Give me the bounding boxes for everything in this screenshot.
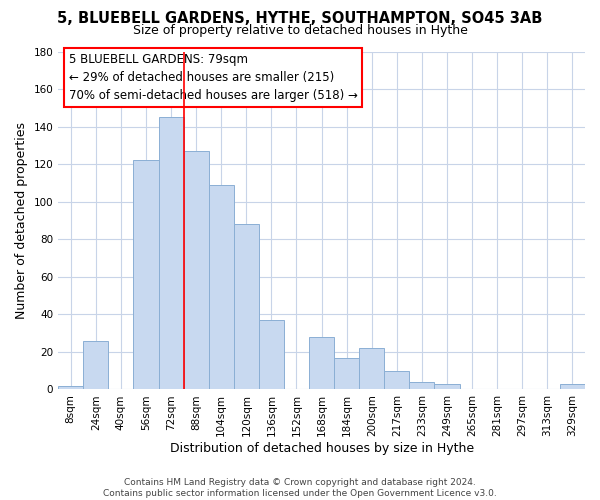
Bar: [133, 160, 158, 390]
Text: Contains HM Land Registry data © Crown copyright and database right 2024.
Contai: Contains HM Land Registry data © Crown c…: [103, 478, 497, 498]
Bar: [184, 151, 209, 390]
Bar: [209, 185, 234, 390]
X-axis label: Distribution of detached houses by size in Hythe: Distribution of detached houses by size …: [170, 442, 473, 455]
Bar: [385, 370, 409, 390]
Bar: [158, 117, 184, 390]
Bar: [309, 337, 334, 390]
Bar: [409, 382, 434, 390]
Bar: [560, 384, 585, 390]
Bar: [359, 348, 385, 390]
Bar: [83, 340, 109, 390]
Text: Size of property relative to detached houses in Hythe: Size of property relative to detached ho…: [133, 24, 467, 37]
Bar: [234, 224, 259, 390]
Bar: [434, 384, 460, 390]
Bar: [259, 320, 284, 390]
Bar: [58, 386, 83, 390]
Y-axis label: Number of detached properties: Number of detached properties: [15, 122, 28, 319]
Text: 5 BLUEBELL GARDENS: 79sqm
← 29% of detached houses are smaller (215)
70% of semi: 5 BLUEBELL GARDENS: 79sqm ← 29% of detac…: [69, 53, 358, 102]
Text: 5, BLUEBELL GARDENS, HYTHE, SOUTHAMPTON, SO45 3AB: 5, BLUEBELL GARDENS, HYTHE, SOUTHAMPTON,…: [58, 11, 542, 26]
Bar: [334, 358, 359, 390]
